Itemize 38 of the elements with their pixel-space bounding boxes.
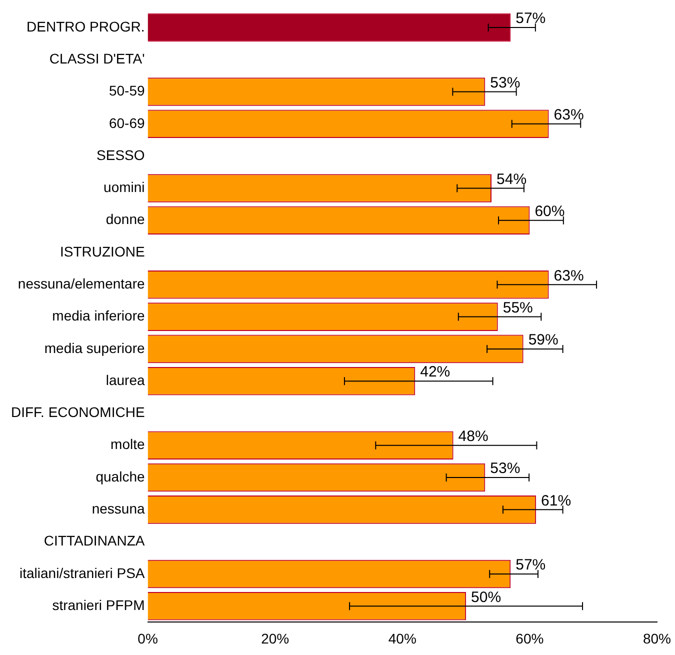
data-label: 63%	[554, 106, 584, 124]
y-tick-label: nessuna/elementare	[18, 276, 145, 292]
y-tick-label: 50-59	[108, 82, 145, 99]
data-label: 53%	[490, 74, 520, 92]
data-label: 48%	[458, 428, 488, 446]
x-tick-label: 80%	[642, 630, 672, 646]
y-tick-label: ISTRUZIONE	[60, 243, 145, 260]
data-label: 63%	[554, 267, 584, 284]
y-tick-label: nessuna	[92, 500, 145, 517]
y-tick-label: italiani/stranieri PSA	[20, 564, 146, 581]
y-tick-label: DENTRO PROGR.	[26, 18, 145, 34]
data-label: 60%	[534, 203, 565, 220]
y-tick-label: CITTADINANZA	[44, 532, 146, 549]
x-tick-label: 0%	[138, 630, 158, 646]
data-label: 59%	[528, 332, 558, 349]
data-label: 57%	[516, 556, 546, 574]
y-tick-label: 60-69	[108, 114, 145, 131]
y-tick-label: uomini	[104, 179, 145, 196]
y-tick-label: DIFF. ECONOMICHE	[11, 404, 145, 420]
y-tick-label: CLASSI D'ETA'	[49, 50, 145, 66]
data-label: 55%	[502, 299, 533, 316]
x-tick-label: 60%	[516, 630, 544, 646]
x-tick-label: 20%	[261, 630, 290, 646]
y-tick-label: media superiore	[44, 340, 145, 356]
data-label: 57%	[516, 10, 546, 28]
x-tick-label: 40%	[388, 630, 416, 646]
data-label: 54%	[496, 170, 527, 188]
data-label: 61%	[541, 492, 572, 510]
data-label: 53%	[490, 460, 520, 478]
y-tick-label: SESSO	[96, 146, 145, 163]
y-tick-label: laurea	[106, 372, 145, 388]
data-label: 50%	[471, 588, 502, 606]
y-tick-label: media inferiore	[52, 308, 145, 324]
y-tick-label: donne	[106, 211, 145, 228]
y-tick-label: qualche	[96, 468, 145, 484]
y-tick-label: molte	[110, 436, 145, 452]
data-label: 42%	[420, 364, 450, 381]
y-tick-label: stranieri PFPM	[52, 596, 145, 613]
